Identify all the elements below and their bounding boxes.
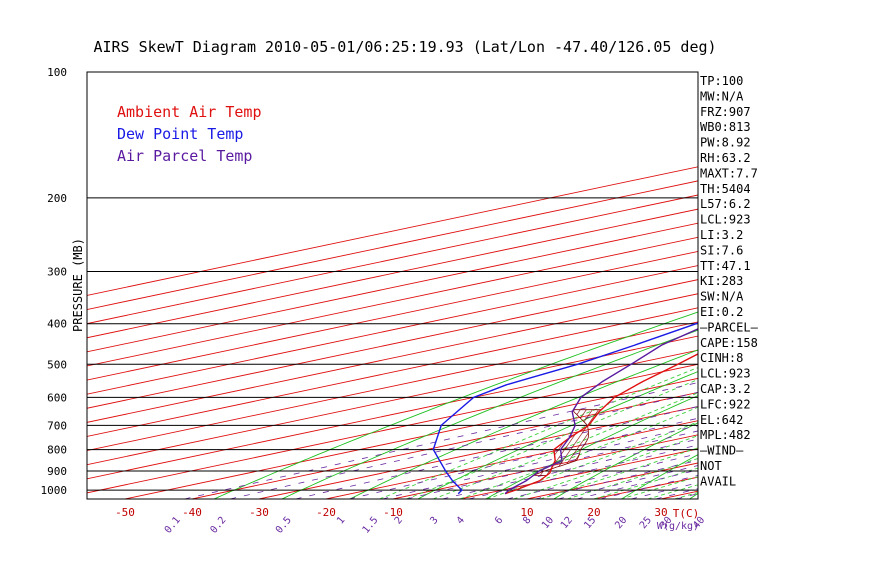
index-label: CINH:8 (700, 351, 743, 365)
index-label: CAP:3.2 (700, 382, 751, 396)
pressure-tick-label: 900 (47, 465, 67, 478)
index-label: EL:642 (700, 413, 743, 427)
index-label: —PARCEL— (700, 320, 759, 334)
mixing-ratio-label: 25 (638, 515, 654, 531)
index-label: TH:5404 (700, 182, 751, 196)
pressure-tick-label: 500 (47, 358, 67, 371)
dry-adiabat (486, 72, 870, 499)
pressure-tick-label: 1000 (41, 484, 68, 497)
pressure-tick-label: 300 (47, 266, 67, 279)
mixing-ratio-label: 10 (540, 515, 556, 531)
isotherm (862, 72, 870, 499)
legend-entry: Ambient Air Temp (117, 103, 262, 121)
isotherm (661, 72, 870, 499)
temp-unit-label: T(C) (673, 507, 700, 520)
pressure-tick-label: 200 (47, 192, 67, 205)
pressure-tick-label: 400 (47, 318, 67, 331)
index-label: RH:63.2 (700, 151, 751, 165)
bottom-temp-tick-label: -20 (316, 506, 336, 519)
dry-adiabat (214, 72, 870, 499)
mixing-ratio-label: 6 (493, 515, 505, 527)
dry-adiabat (418, 72, 870, 499)
index-label: TP:100 (700, 74, 743, 88)
bottom-temp-tick-label: -30 (249, 506, 269, 519)
y-axis-label: PRESSURE (MB) (71, 238, 85, 332)
bottom-temp-tick-label: 30 (654, 506, 667, 519)
dry-adiabat (758, 72, 870, 499)
index-label: WB0:813 (700, 120, 751, 134)
index-label: LCL:923 (700, 213, 751, 227)
mixing-ratio-label: 4 (455, 515, 467, 527)
pressure-tick-label: 600 (47, 391, 67, 404)
bottom-temp-tick-label: -10 (383, 506, 403, 519)
mixing-ratio-label: 3 (428, 515, 440, 527)
mixing-ratio-label: 0.5 (274, 515, 294, 536)
chart-title: AIRS SkewT Diagram 2010-05-01/06:25:19.9… (93, 38, 716, 56)
index-label: KI:283 (700, 274, 743, 288)
moist-adiabat (460, 198, 870, 499)
index-label: MAXT:7.7 (700, 166, 758, 180)
pressure-tick-label: 700 (47, 419, 67, 432)
index-label: L57:6.2 (700, 197, 751, 211)
index-label: NOT (700, 459, 722, 473)
index-label: —WIND— (700, 444, 744, 458)
index-label: CAPE:158 (700, 336, 758, 350)
bottom-temp-tick-label: -40 (182, 506, 202, 519)
pressure-tick-label: 100 (47, 66, 67, 79)
mixing-ratio-unit-label: W(g/kg) (657, 521, 699, 532)
bottom-temp-tick-label: 10 (520, 506, 533, 519)
isotherm (795, 72, 870, 499)
mixing-ratio-label: 1.5 (361, 515, 381, 536)
index-label: MW:N/A (700, 89, 744, 103)
mixing-ratio-label: 0.1 (163, 515, 183, 536)
legend-entry: Air Parcel Temp (117, 147, 252, 165)
mixing-ratio-line (382, 272, 870, 500)
mixing-ratio-line (349, 272, 870, 500)
mixing-ratio-line (296, 272, 870, 500)
legend-entry: Dew Point Temp (117, 125, 243, 143)
mixing-ratio-line (469, 272, 870, 500)
bottom-temp-tick-label: 20 (587, 506, 600, 519)
index-label: PW:8.92 (700, 136, 751, 150)
index-label: FRZ:907 (700, 105, 751, 119)
bottom-temp-tick-label: -50 (115, 506, 135, 519)
isotherm (326, 72, 870, 499)
mixing-ratio-label: 0.2 (208, 515, 228, 536)
index-label: MPL:482 (700, 428, 751, 442)
mixing-ratio-label: 12 (559, 515, 575, 531)
index-label: AVAIL (700, 474, 736, 488)
moist-adiabat (433, 198, 870, 499)
legend: Ambient Air Temp Dew Point Temp Air Parcel… (117, 103, 262, 165)
index-label: LFC:922 (700, 397, 751, 411)
pressure-tick-label: 800 (47, 444, 67, 457)
index-label: EI:0.2 (700, 305, 743, 319)
mixing-ratio-line (407, 272, 870, 500)
index-label: LCL:923 (700, 367, 751, 381)
index-label: SW:N/A (700, 290, 744, 304)
mixing-ratio-label: 1 (335, 515, 347, 527)
dry-adiabat (825, 72, 870, 499)
index-label: SI:7.6 (700, 243, 743, 257)
mixing-ratio-label: 20 (613, 515, 629, 531)
index-label: TT:47.1 (700, 259, 751, 273)
index-label: LI:3.2 (700, 228, 743, 242)
